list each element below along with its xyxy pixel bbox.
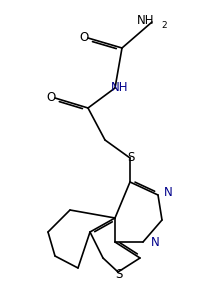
Text: S: S xyxy=(115,268,122,281)
Text: O: O xyxy=(79,32,88,45)
Text: NH: NH xyxy=(111,81,128,95)
Text: O: O xyxy=(46,92,55,105)
Text: 2: 2 xyxy=(160,21,166,29)
Text: S: S xyxy=(127,151,134,164)
Text: N: N xyxy=(150,236,159,249)
Text: N: N xyxy=(163,186,171,199)
Text: NH: NH xyxy=(136,14,153,27)
